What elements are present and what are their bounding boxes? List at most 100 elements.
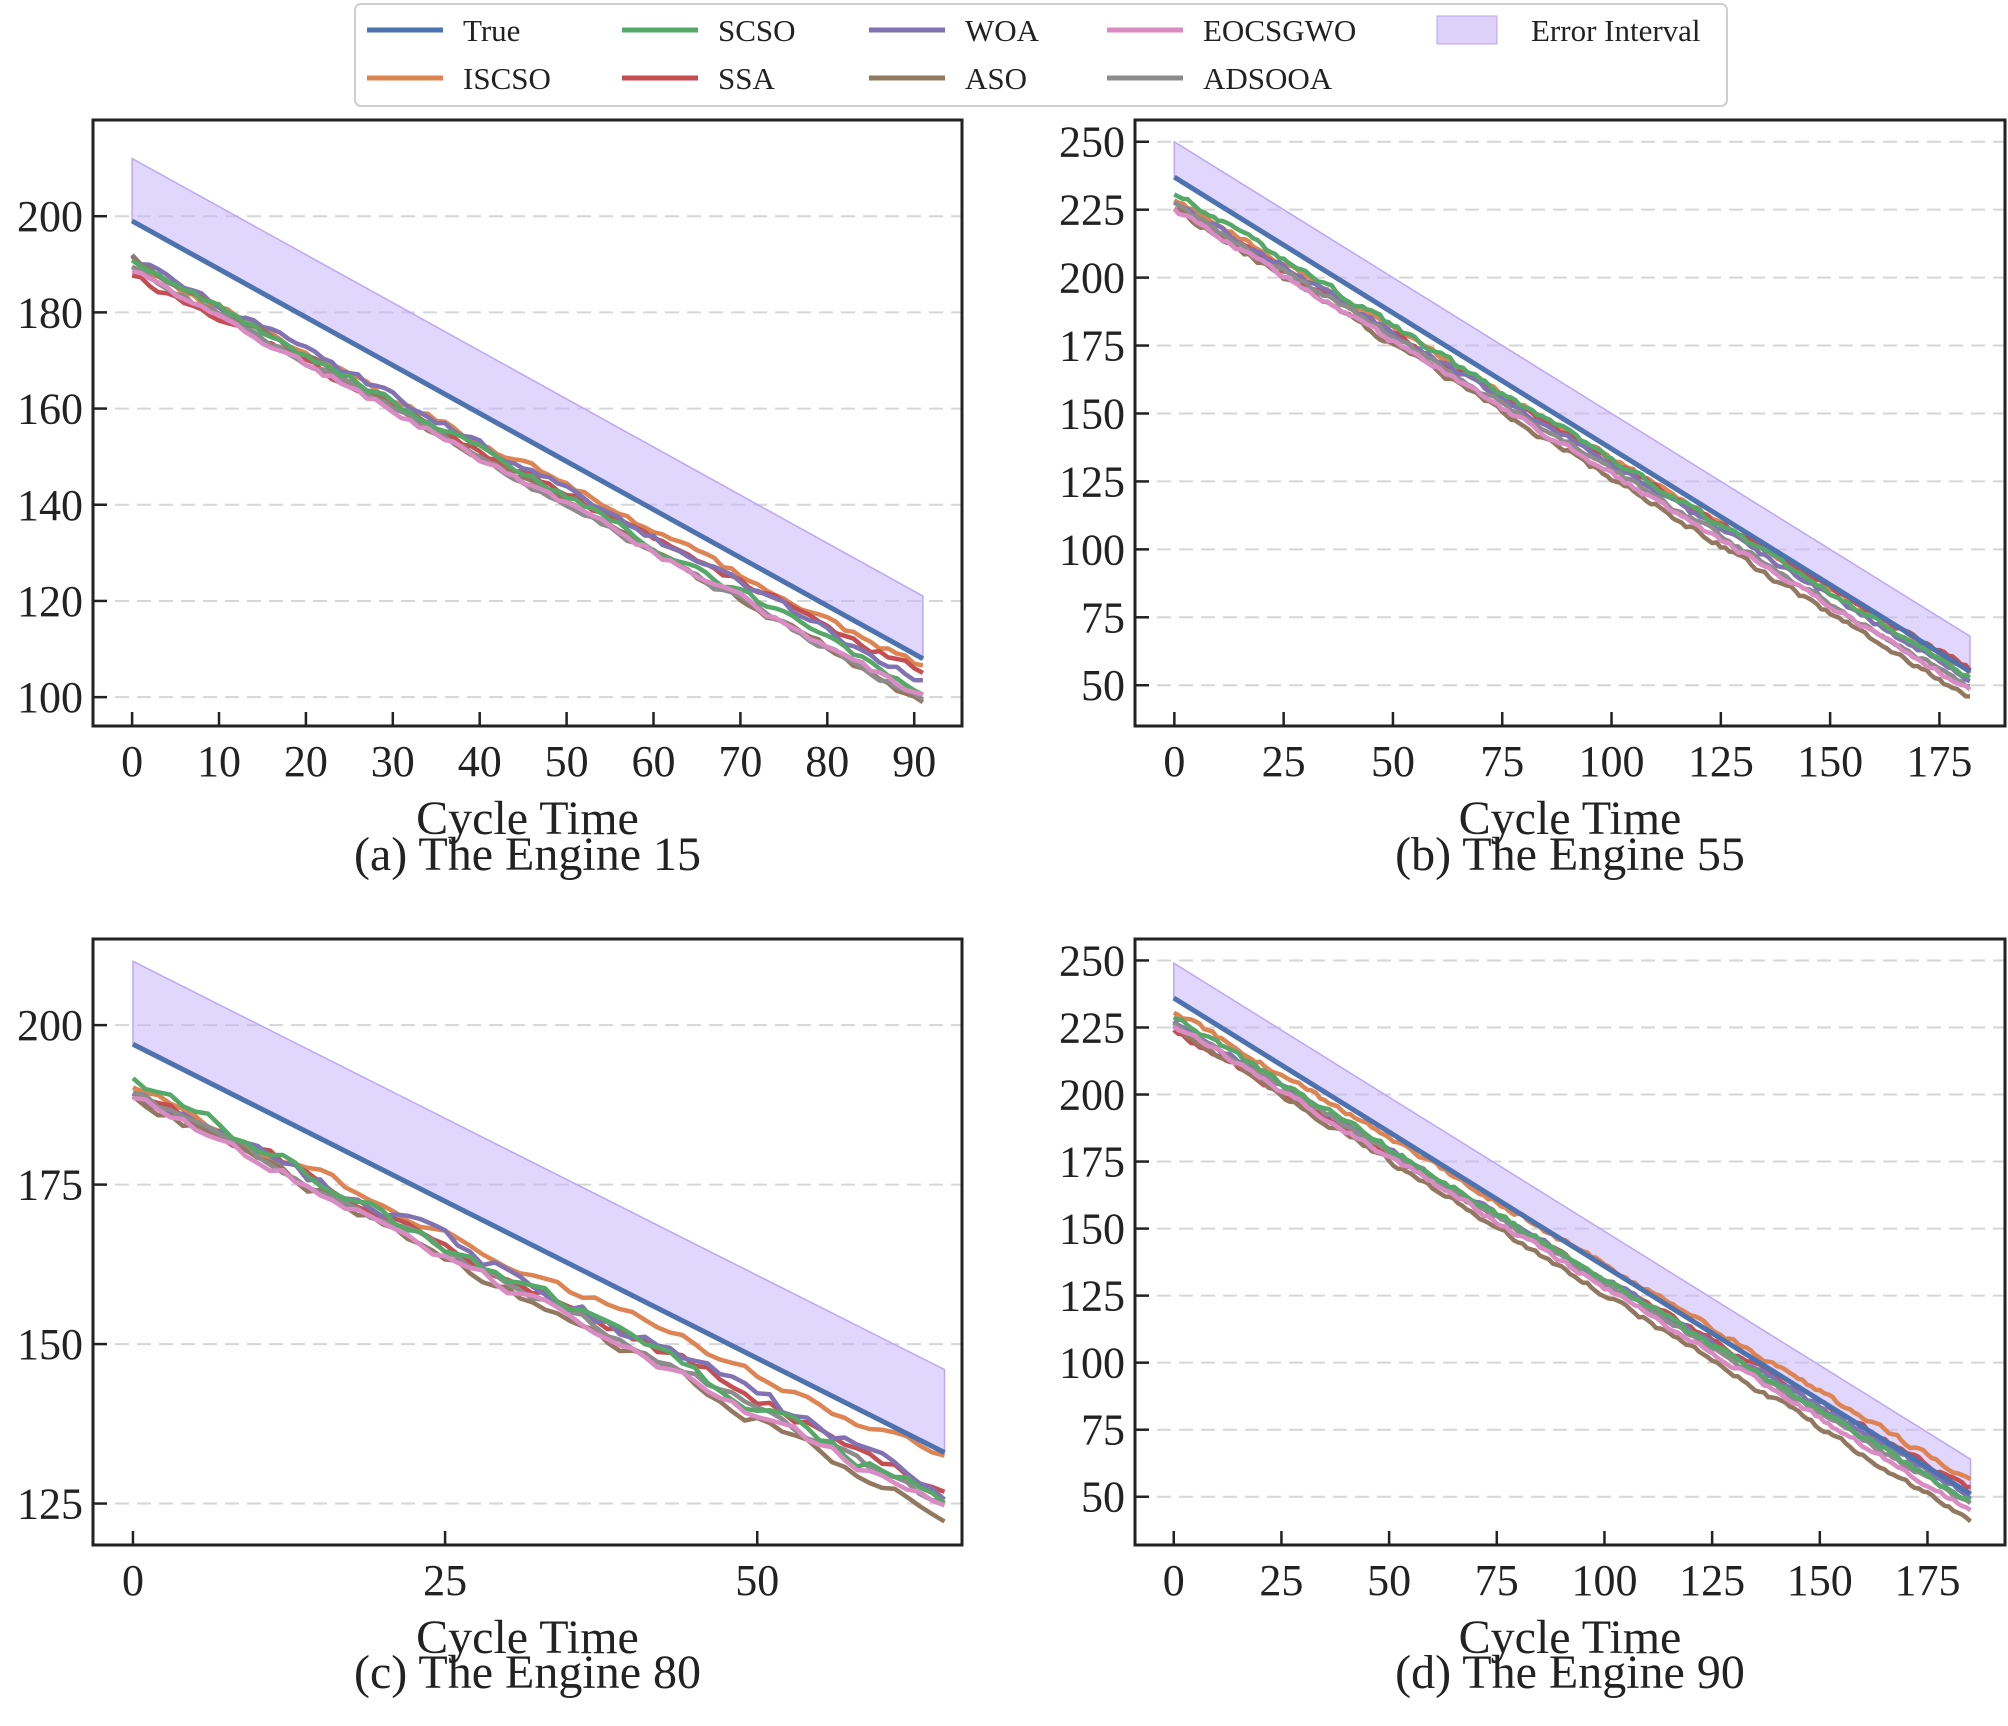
y-tick-label-d-0: 50 (1081, 1473, 1125, 1522)
y-tick-label-c-3: 200 (17, 1001, 83, 1050)
y-tick-label-b-4: 150 (1059, 389, 1125, 438)
y-tick-label-b-8: 250 (1059, 118, 1125, 167)
legend-swatch-interval (1436, 15, 1498, 45)
legend-label-true: True (463, 13, 520, 48)
x-tick-label-d-3: 75 (1475, 1556, 1519, 1605)
x-tick-label-c-2: 50 (735, 1556, 779, 1605)
legend-label-scso: SCSO (718, 13, 796, 48)
legend: True SCSO WOA EOCSGWO Error Interval ISCSO SSA… (354, 3, 1728, 107)
x-axis-label-a: Cycle Time (416, 792, 639, 845)
legend-label-ssa: SSA (718, 61, 775, 96)
legend-label-interval: Error Interval (1531, 13, 1701, 48)
error-interval-b (1173, 140, 1971, 674)
plot-area-a (130, 157, 925, 704)
plot-area-b (1172, 140, 1972, 699)
y-tick-label-b-6: 200 (1059, 254, 1125, 303)
y-tick-label-b-7: 225 (1059, 186, 1125, 235)
y-tick-label-b-2: 100 (1059, 525, 1125, 574)
plot-area-c (131, 960, 946, 1524)
x-tick-label-d-0: 0 (1163, 1556, 1185, 1605)
x-tick-label-a-4: 40 (458, 737, 502, 786)
x-tick-label-c-0: 0 (122, 1556, 144, 1605)
x-tick-label-c-1: 25 (423, 1556, 467, 1605)
x-tick-label-a-5: 50 (545, 737, 589, 786)
x-tick-label-d-2: 50 (1367, 1556, 1411, 1605)
legend-entry-iscso: ISCSO (367, 61, 551, 96)
series-line-eocsgwo-b (1172, 207, 1972, 692)
x-tick-label-b-4: 100 (1579, 737, 1645, 786)
y-tick-label-d-6: 200 (1059, 1071, 1125, 1120)
series-line-eocsgwo-a (131, 269, 924, 697)
series-line-true-b (1173, 174, 1972, 674)
y-tick-label-a-3: 160 (17, 385, 83, 434)
series-line-scso-c (131, 1076, 946, 1505)
y-tick-label-d-5: 175 (1059, 1138, 1125, 1187)
series-line-scso-a (130, 258, 924, 697)
panel-caption-a: (a) The Engine 15 (354, 828, 701, 881)
x-tick-label-a-8: 80 (805, 737, 849, 786)
x-tick-label-a-6: 60 (632, 737, 676, 786)
series-line-eocsgwo-c (132, 1095, 946, 1508)
x-tick-label-a-7: 70 (718, 737, 762, 786)
legend-frame (354, 3, 1728, 107)
panel-engine-15: 0 10 20 30 40 50 60 70 80 90 100 120 140 160 180 200 Cyc… (17, 118, 964, 881)
x-tick-label-b-0: 0 (1163, 737, 1185, 786)
x-tick-label-a-9: 90 (892, 737, 936, 786)
legend-label-adsooa: ADSOOA (1203, 61, 1333, 96)
series-line-true-c (131, 1042, 946, 1455)
series-line-iscso-c (132, 1085, 946, 1458)
y-tick-label-d-1: 75 (1081, 1406, 1125, 1455)
y-tick-label-b-3: 125 (1059, 457, 1125, 506)
panel-caption-d: (d) The Engine 90 (1395, 1646, 1745, 1699)
legend-entry-aso: ASO (869, 61, 1027, 96)
x-tick-label-d-6: 150 (1787, 1556, 1853, 1605)
y-tick-label-c-1: 150 (17, 1320, 83, 1369)
y-tick-label-d-7: 225 (1059, 1003, 1125, 1052)
series-line-scso-b (1173, 192, 1971, 680)
series-line-woa-a (130, 253, 923, 683)
x-tick-label-d-1: 25 (1259, 1556, 1303, 1605)
plot-area-d (1172, 961, 1972, 1524)
x-tick-label-d-5: 125 (1679, 1556, 1745, 1605)
panel-engine-55: 0 25 50 75 100 125 150 175 50 75 100 125 150 175 200 22… (1059, 118, 2007, 881)
legend-entry-interval: Error Interval (1436, 13, 1701, 48)
legend-entry-adsooa: ADSOOA (1107, 61, 1333, 96)
x-axis-label-b: Cycle Time (1459, 792, 1682, 845)
legend-entry-eocsgwo: EOCSGWO (1107, 13, 1356, 48)
panel-engine-90: 0 25 50 75 100 125 150 175 50 75 100 125 150 175 200 22… (1059, 936, 2007, 1699)
series-line-true-a (130, 218, 925, 661)
x-tick-label-b-7: 175 (1906, 737, 1972, 786)
legend-entry-true: True (367, 13, 520, 48)
series-line-scso-d (1172, 1015, 1972, 1503)
y-tick-label-d-2: 100 (1059, 1339, 1125, 1388)
error-interval-a (131, 157, 924, 660)
y-tick-label-c-2: 175 (17, 1161, 83, 1210)
axes-frame-c (91, 937, 964, 1547)
legend-label-woa: WOA (965, 13, 1040, 48)
y-tick-label-b-1: 75 (1081, 593, 1125, 642)
panel-caption-b: (b) The Engine 55 (1395, 828, 1745, 881)
legend-entry-woa: WOA (869, 13, 1040, 48)
series-line-adsooa-b (1173, 200, 1971, 689)
series-line-true-d (1172, 995, 1972, 1497)
axes-frame-a (91, 118, 964, 728)
y-tick-label-d-4: 150 (1059, 1205, 1125, 1254)
panel-caption-c: (c) The Engine 80 (354, 1646, 701, 1699)
y-tick-label-b-0: 50 (1081, 661, 1125, 710)
x-tick-label-b-1: 25 (1262, 737, 1306, 786)
y-tick-label-a-2: 140 (17, 481, 83, 530)
x-tick-label-d-4: 100 (1571, 1556, 1637, 1605)
legend-entry-scso: SCSO (622, 13, 796, 48)
legend-label-iscso: ISCSO (463, 61, 551, 96)
x-tick-label-d-7: 175 (1894, 1556, 1960, 1605)
x-tick-label-b-6: 150 (1797, 737, 1863, 786)
x-axis-label-c: Cycle Time (416, 1611, 639, 1664)
x-tick-label-a-2: 20 (284, 737, 328, 786)
y-tick-label-d-3: 125 (1059, 1272, 1125, 1321)
y-tick-label-b-5: 175 (1059, 322, 1125, 371)
legend-label-eocsgwo: EOCSGWO (1203, 13, 1356, 48)
y-tick-label-c-0: 125 (17, 1480, 83, 1529)
x-tick-label-a-3: 30 (371, 737, 415, 786)
x-tick-label-a-0: 0 (121, 737, 143, 786)
